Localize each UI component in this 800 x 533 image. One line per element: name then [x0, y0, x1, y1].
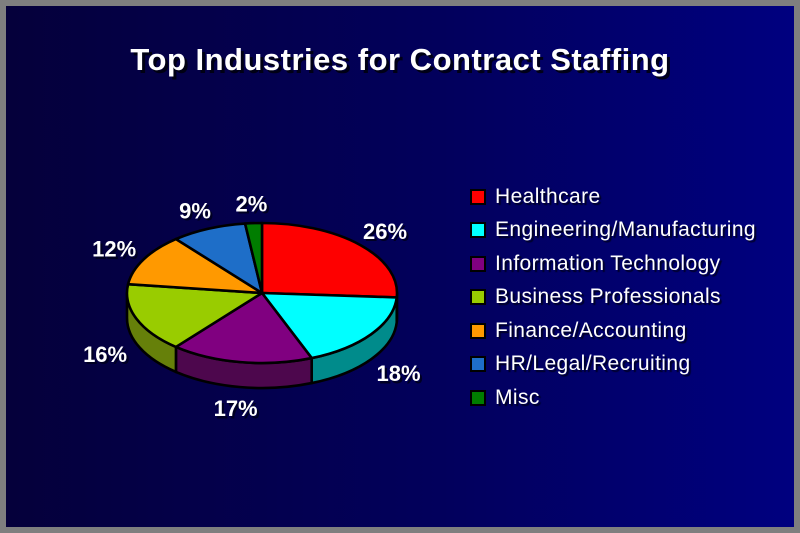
- pie-percent-label-hr-legal-recruiting: 9%: [179, 199, 211, 224]
- legend-label: Finance/Accounting: [495, 318, 687, 342]
- pie-percent-label-business-professionals: 16%: [83, 342, 127, 367]
- legend-swatch-finance-accounting: [470, 322, 486, 339]
- legend-item-business-professionals: Business Professionals: [470, 281, 756, 315]
- pie-percent-label-shadow: 17%: [216, 398, 260, 423]
- legend-label: HR/Legal/Recruiting: [495, 352, 691, 376]
- chart-legend: Healthcare Engineering/Manufacturing Inf…: [470, 180, 756, 415]
- pie-percent-label-shadow: 26%: [365, 221, 409, 246]
- legend-item-information-technology: Information Technology: [470, 247, 756, 281]
- legend-swatch-engineering-manufacturing: [470, 222, 486, 239]
- legend-label: Misc: [495, 385, 540, 409]
- legend-swatch-hr-legal-recruiting: [470, 356, 486, 373]
- pie-slice-business-professionals: [125, 282, 264, 349]
- legend-label: Information Technology: [495, 251, 721, 275]
- legend-item-hr-legal-recruiting: HR/Legal/Recruiting: [470, 348, 756, 382]
- pie-slice-misc: [243, 221, 264, 295]
- legend-item-healthcare: Healthcare: [470, 180, 756, 214]
- pie-percent-label-information-technology: 17%: [214, 396, 258, 421]
- pie-percent-label-finance-accounting: 12%: [92, 237, 136, 262]
- pie-slice-engineering-manufacturing: [260, 291, 399, 360]
- legend-label: Business Professionals: [495, 285, 721, 309]
- pie-percent-label-shadow: 12%: [94, 239, 138, 264]
- pie-percent-label-shadow: 18%: [379, 363, 423, 388]
- legend-item-engineering-manufacturing: Engineering/Manufacturing: [470, 214, 756, 248]
- legend-item-finance-accounting: Finance/Accounting: [470, 314, 756, 348]
- pie-percent-label-engineering-manufacturing: 18%: [376, 361, 420, 386]
- pie-percent-label-shadow: 16%: [85, 344, 129, 369]
- pie-slice-finance-accounting: [126, 237, 264, 295]
- pie-percent-label-shadow: 9%: [181, 201, 213, 226]
- pie-percent-label-misc: 2%: [236, 191, 268, 216]
- pie-slice-information-technology: [174, 291, 313, 365]
- pie-slice-healthcare: [260, 221, 399, 299]
- pie-percent-label-shadow: 2%: [238, 194, 270, 219]
- legend-swatch-information-technology: [470, 255, 486, 272]
- legend-swatch-healthcare: [470, 188, 486, 205]
- legend-label: Healthcare: [495, 184, 601, 208]
- legend-item-misc: Misc: [470, 381, 756, 415]
- legend-label: Engineering/Manufacturing: [495, 218, 756, 242]
- legend-swatch-business-professionals: [470, 289, 486, 306]
- legend-swatch-misc: [470, 389, 486, 406]
- chart-title: Top Industries for Contract Staffing: [130, 42, 670, 77]
- pie-percent-label-healthcare: 26%: [363, 219, 407, 244]
